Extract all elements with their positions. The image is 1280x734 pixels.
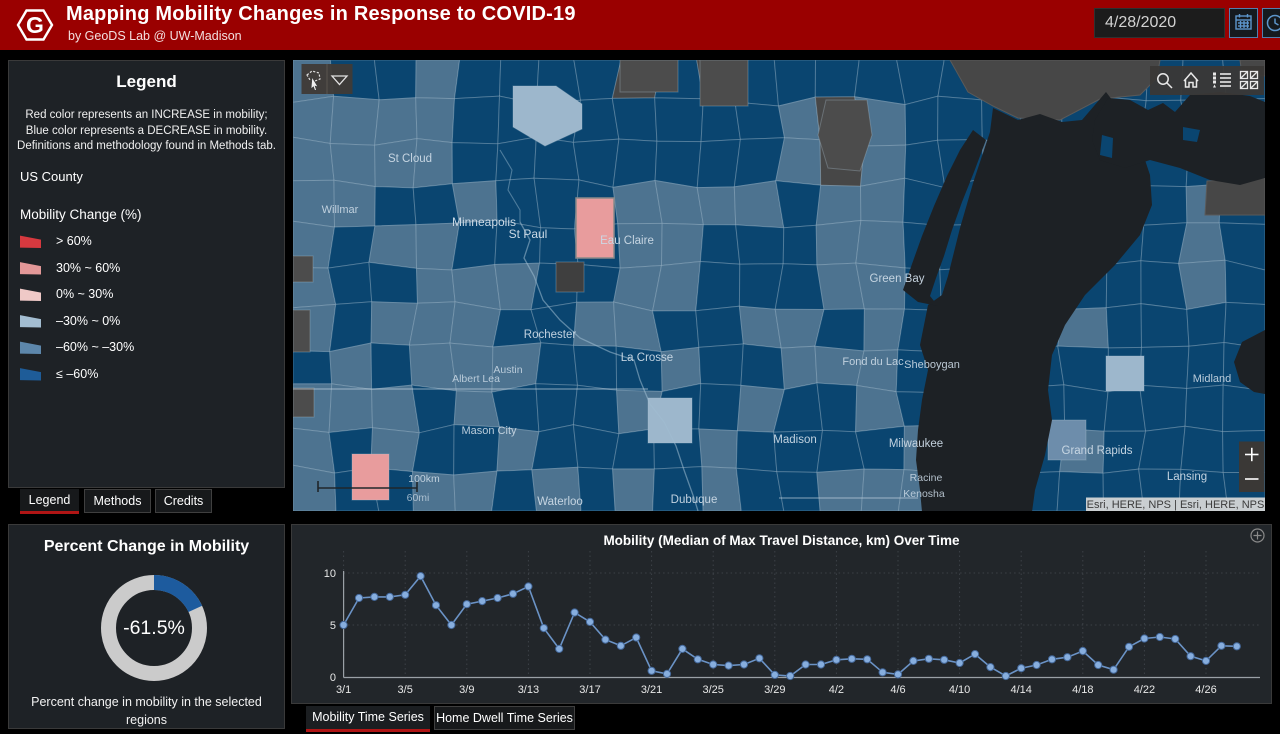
svg-text:4/14: 4/14 [1010, 684, 1031, 696]
svg-text:Minneapolis: Minneapolis [452, 215, 516, 229]
svg-text:Fond du Lac: Fond du Lac [842, 356, 904, 368]
svg-text:10: 10 [324, 568, 336, 580]
svg-text:La Crosse: La Crosse [621, 352, 673, 364]
svg-text:Eau Claire: Eau Claire [600, 235, 654, 247]
svg-text:3/13: 3/13 [518, 684, 539, 696]
svg-text:3/17: 3/17 [579, 684, 600, 696]
svg-text:Dubuque: Dubuque [671, 494, 718, 506]
svg-text:4/18: 4/18 [1072, 684, 1093, 696]
svg-text:Waterloo: Waterloo [537, 496, 583, 508]
svg-text:3/5: 3/5 [398, 684, 413, 696]
svg-text:4/26: 4/26 [1195, 684, 1216, 696]
svg-text:Austin: Austin [493, 364, 522, 376]
svg-text:Midland: Midland [1193, 373, 1232, 385]
svg-text:3/25: 3/25 [702, 684, 723, 696]
svg-text:-61.5%: -61.5% [123, 617, 185, 639]
svg-text:Green Bay: Green Bay [870, 273, 925, 285]
svg-text:3/21: 3/21 [641, 684, 662, 696]
svg-text:4/2: 4/2 [829, 684, 844, 696]
svg-text:5: 5 [330, 620, 336, 632]
svg-text:Racine: Racine [910, 472, 943, 484]
svg-text:G: G [26, 12, 44, 38]
svg-text:Lansing: Lansing [1167, 471, 1207, 483]
svg-text:Mason City: Mason City [461, 425, 517, 437]
svg-text:4/22: 4/22 [1134, 684, 1155, 696]
svg-text:100km: 100km [408, 473, 440, 485]
svg-text:Madison: Madison [773, 434, 816, 446]
svg-text:0: 0 [330, 672, 336, 684]
svg-text:60mi: 60mi [407, 492, 430, 504]
svg-text:St Cloud: St Cloud [388, 153, 432, 165]
svg-text:Milwaukee: Milwaukee [889, 438, 943, 450]
svg-text:Esri, HERE, NPS | Esri, HERE,: Esri, HERE, NPS | Esri, HERE, NPS [1087, 499, 1265, 511]
svg-text:3/29: 3/29 [764, 684, 785, 696]
svg-text:Kenosha: Kenosha [903, 488, 945, 500]
svg-text:4/10: 4/10 [949, 684, 970, 696]
svg-text:3/1: 3/1 [336, 684, 351, 696]
svg-text:3/9: 3/9 [459, 684, 474, 696]
svg-text:Rochester: Rochester [524, 329, 577, 341]
svg-text:Willmar: Willmar [322, 204, 359, 216]
svg-text:4/6: 4/6 [890, 684, 905, 696]
svg-text:Albert Lea: Albert Lea [452, 373, 500, 385]
svg-text:Grand Rapids: Grand Rapids [1062, 445, 1133, 457]
svg-text:St Paul: St Paul [509, 227, 548, 241]
svg-text:Sheboygan: Sheboygan [904, 359, 960, 371]
